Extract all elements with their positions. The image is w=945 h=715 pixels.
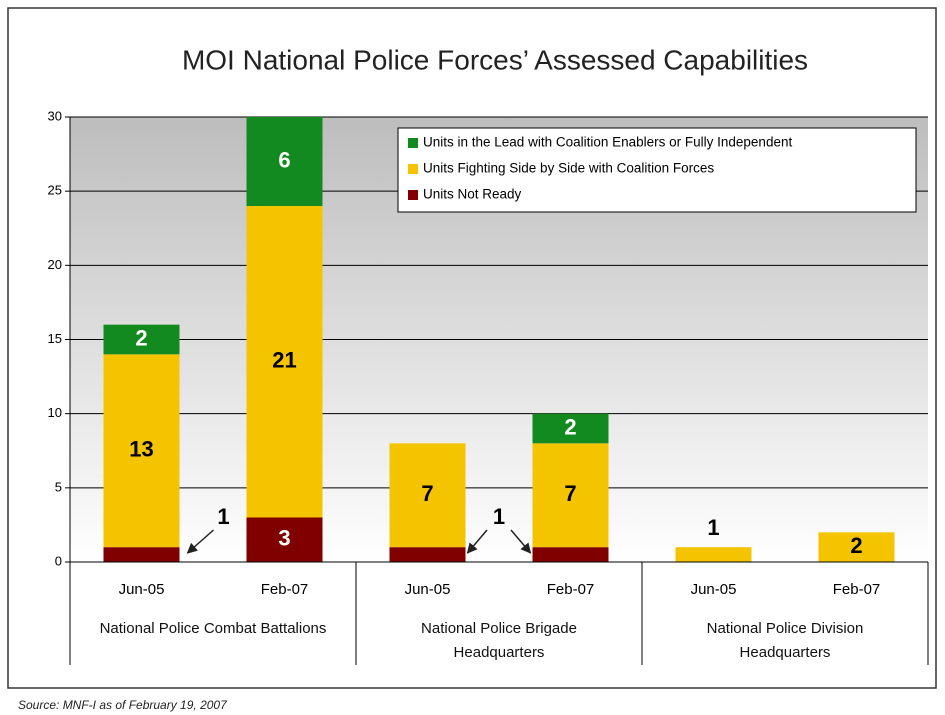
legend-swatch [408, 190, 418, 200]
source: Source: MNF-I as of February 19, 2007 [18, 698, 228, 712]
bar-segment [103, 324, 180, 355]
data-label: 7 [564, 481, 576, 506]
group-label: National Police Division Headquarters [706, 620, 864, 661]
x-tick-label: Feb-07 [261, 581, 309, 598]
arrow [510, 529, 532, 554]
legend-swatch [408, 138, 418, 148]
y-tick-label: 5 [55, 479, 62, 494]
data-label: 7 [421, 481, 433, 506]
y-tick-label: 30 [48, 108, 62, 123]
data-label: 1 [493, 504, 505, 529]
legend-swatch [408, 164, 418, 174]
bar-segment [246, 206, 323, 518]
bar-segment [532, 413, 609, 444]
chart-title: MOI National Police Forces’ Assessed Cap… [182, 44, 808, 75]
x-tick-label: Feb-07 [833, 581, 881, 598]
data-label: 6 [278, 147, 290, 172]
y-tick-label: 15 [48, 331, 62, 346]
data-label: 2 [564, 414, 576, 439]
legend-label: Units Not Ready [423, 187, 522, 202]
y-tick-label: 0 [55, 553, 62, 568]
bar-segment [246, 517, 323, 562]
x-tick-label: Jun-05 [119, 581, 165, 598]
data-label: 3 [278, 526, 290, 551]
data-label: 2 [135, 325, 147, 350]
data-label: 21 [272, 348, 296, 373]
bar-segment [818, 532, 895, 562]
data-label: 1 [707, 515, 719, 540]
legend-box [397, 127, 917, 213]
group-label: National Police Combat Battalions [99, 620, 327, 637]
y-tick-label: 10 [48, 405, 62, 420]
data-label: 13 [129, 437, 153, 462]
x-tick-label: Feb-07 [547, 581, 595, 598]
bar-segment [389, 547, 466, 562]
arrow [186, 529, 214, 554]
data-label: 2 [850, 533, 862, 558]
bar-segment [246, 117, 323, 206]
legend-label: Units in the Lead with Coalition Enabler… [423, 135, 792, 150]
y-tick-label: 20 [48, 257, 62, 272]
x-tick-label: Jun-05 [405, 581, 451, 598]
legend-label: Units Fighting Side by Side with Coaliti… [423, 161, 714, 176]
bar-segment [389, 443, 466, 548]
data-label: 1 [217, 504, 229, 529]
frame [7, 7, 937, 689]
bar-segment [532, 547, 609, 562]
bar-segment [675, 547, 752, 562]
bar-segment [103, 547, 180, 562]
y-tick-label: 25 [48, 183, 62, 198]
group-label: National Police Brigade Headquarters [421, 620, 577, 661]
x-tick-label: Jun-05 [691, 581, 737, 598]
arrow [466, 529, 488, 554]
bar-segment [103, 354, 180, 548]
bar-segment [532, 443, 609, 548]
